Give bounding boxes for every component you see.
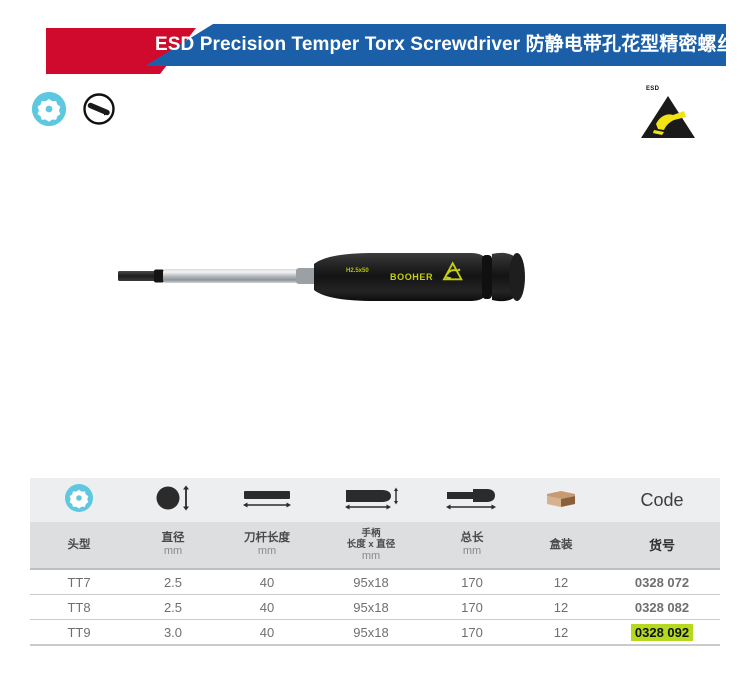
header-cell-code: Code xyxy=(604,478,720,522)
handle-esd-icon xyxy=(442,261,463,281)
header-cell-head-type xyxy=(30,478,128,522)
cell-box-packing: 12 xyxy=(518,619,604,646)
header-cell-handle-size xyxy=(316,478,426,522)
table-cn-header-row: 头型 直径 mm 刀杆长度 mm 手柄 长度 x 直径 mm 总长 mm 盒装 … xyxy=(30,522,720,570)
table-row[interactable]: TT8 2.5 40 95x18 170 12 0328 082 xyxy=(30,594,720,620)
page-title: ESD Precision Temper Torx Screwdriver 防静… xyxy=(155,34,750,55)
cell-box-packing: 12 xyxy=(518,569,604,595)
table-row[interactable]: TT9 3.0 40 95x18 170 12 0328 092 xyxy=(30,619,720,646)
cell-handle-size: 95x18 xyxy=(316,569,426,595)
cell-diameter: 2.5 xyxy=(128,569,218,595)
esd-warning-logo: ESD xyxy=(640,86,696,140)
product-photo: H2.5x50 BOOHER xyxy=(118,240,638,320)
highlighted-code: 0328 092 xyxy=(630,623,694,641)
header-cell-box-packing xyxy=(518,478,604,522)
cell-code: 0328 082 xyxy=(604,594,720,620)
cn-header-handle-size: 手柄 长度 x 直径 mm xyxy=(316,522,426,570)
header-cell-total-length xyxy=(426,478,518,522)
cn-header-diameter: 直径 mm xyxy=(128,522,218,570)
cn-header-head-type: 头型 xyxy=(30,522,128,570)
specification-table: Code 头型 直径 mm 刀杆长度 mm 手柄 长度 x 直径 mm 总长 m… xyxy=(30,478,720,646)
torx-head-icon xyxy=(32,92,66,126)
cn-header-code: 货号 xyxy=(604,522,720,570)
blade-length-icon xyxy=(240,490,294,516)
header-cell-blade-length xyxy=(218,478,316,522)
cn-header-total-length: 总长 mm xyxy=(426,522,518,570)
cell-total-length: 170 xyxy=(426,569,518,595)
cell-head-type: TT7 xyxy=(30,569,128,595)
page-header-banner: ESD Precision Temper Torx Screwdriver 防静… xyxy=(0,24,750,74)
cn-header-box-packing: 盒装 xyxy=(518,522,604,570)
cell-total-length: 170 xyxy=(426,594,518,620)
table-icon-header-row: Code xyxy=(30,478,720,522)
cell-head-type: TT9 xyxy=(30,619,128,646)
cell-box-packing: 12 xyxy=(518,594,604,620)
cn-header-blade-length: 刀杆长度 mm xyxy=(218,522,316,570)
cell-blade-length: 40 xyxy=(218,569,316,595)
header-cell-diameter xyxy=(128,478,218,522)
diameter-icon xyxy=(153,485,193,516)
cell-blade-length: 40 xyxy=(218,594,316,620)
magnetic-tip-icon xyxy=(82,92,116,126)
shaft-marking: H2.5x50 xyxy=(346,268,369,274)
cell-handle-size: 95x18 xyxy=(316,594,426,620)
torx-head-icon xyxy=(65,483,93,516)
banner-blue-bar xyxy=(145,24,726,66)
cell-handle-size: 95x18 xyxy=(316,619,426,646)
esd-logo-label: ESD xyxy=(646,86,660,92)
box-packing-icon xyxy=(543,490,579,515)
handle-size-icon xyxy=(342,487,400,516)
cell-blade-length: 40 xyxy=(218,619,316,646)
feature-icon-row xyxy=(32,92,116,126)
total-length-icon xyxy=(443,488,501,516)
cell-diameter: 2.5 xyxy=(128,594,218,620)
cell-code: 0328 072 xyxy=(604,569,720,595)
cell-code-highlighted: 0328 092 xyxy=(604,619,720,646)
cell-head-type: TT8 xyxy=(30,594,128,620)
table-row[interactable]: TT7 2.5 40 95x18 170 12 0328 072 xyxy=(30,569,720,595)
cell-total-length: 170 xyxy=(426,619,518,646)
brand-mark: BOOHER xyxy=(390,272,433,282)
cell-diameter: 3.0 xyxy=(128,619,218,646)
